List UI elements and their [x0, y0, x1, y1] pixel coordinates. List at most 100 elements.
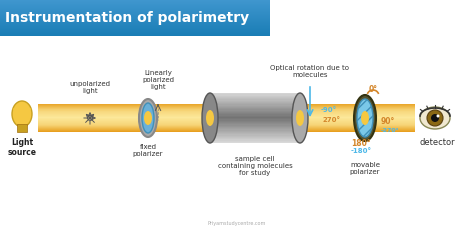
- Text: -180°: -180°: [350, 148, 372, 154]
- Bar: [210, 139, 300, 140]
- Bar: [38, 108, 415, 109]
- Bar: [0, 9, 270, 10]
- Bar: [38, 104, 415, 105]
- Text: 270°: 270°: [323, 117, 341, 123]
- Bar: [0, 2, 270, 3]
- Text: movable
polarizer: movable polarizer: [350, 162, 380, 175]
- Bar: [0, 6, 270, 7]
- Bar: [0, 18, 270, 19]
- Text: detector: detector: [419, 138, 455, 147]
- Bar: [210, 112, 300, 113]
- Bar: [210, 126, 300, 127]
- Bar: [0, 19, 270, 20]
- Ellipse shape: [357, 99, 373, 137]
- Bar: [210, 129, 300, 131]
- Bar: [38, 107, 415, 108]
- Bar: [38, 129, 415, 130]
- Bar: [0, 21, 270, 22]
- Ellipse shape: [202, 93, 218, 143]
- Text: Optical rotation due to
molecules: Optical rotation due to molecules: [271, 65, 349, 78]
- Bar: [38, 119, 415, 120]
- Text: 0°: 0°: [369, 85, 378, 94]
- Bar: [0, 29, 270, 30]
- Bar: [0, 5, 270, 6]
- Bar: [0, 3, 270, 4]
- Text: 180°: 180°: [351, 139, 371, 148]
- Bar: [210, 124, 300, 126]
- Bar: [210, 110, 300, 112]
- Bar: [38, 113, 415, 114]
- Ellipse shape: [206, 110, 214, 126]
- Bar: [210, 128, 300, 129]
- Bar: [38, 106, 415, 107]
- Bar: [38, 115, 415, 116]
- Text: Linearly
polarized
light: Linearly polarized light: [142, 70, 174, 90]
- Bar: [210, 102, 300, 103]
- Text: Instrumentation of polarimetry: Instrumentation of polarimetry: [5, 11, 249, 25]
- Bar: [0, 0, 270, 1]
- Bar: [210, 94, 300, 96]
- Bar: [210, 93, 300, 94]
- Bar: [210, 104, 300, 105]
- Text: Light
source: Light source: [8, 138, 36, 157]
- Bar: [210, 123, 300, 124]
- Bar: [38, 118, 415, 119]
- Bar: [210, 108, 300, 109]
- Bar: [38, 109, 415, 110]
- Bar: [210, 109, 300, 110]
- Bar: [38, 116, 415, 117]
- Bar: [0, 33, 270, 34]
- Ellipse shape: [354, 95, 376, 141]
- Text: -90°: -90°: [321, 107, 337, 113]
- Text: -270°: -270°: [381, 127, 400, 132]
- Bar: [0, 35, 270, 36]
- Bar: [0, 24, 270, 25]
- Bar: [38, 127, 415, 128]
- Bar: [0, 15, 270, 16]
- Bar: [38, 111, 415, 112]
- Bar: [210, 140, 300, 142]
- Bar: [17, 124, 27, 132]
- Bar: [0, 34, 270, 35]
- Bar: [38, 121, 415, 122]
- Text: 90°: 90°: [381, 118, 395, 126]
- Bar: [210, 137, 300, 138]
- Bar: [0, 31, 270, 32]
- Bar: [0, 10, 270, 11]
- Bar: [210, 142, 300, 143]
- Bar: [38, 112, 415, 113]
- Bar: [0, 32, 270, 33]
- Bar: [0, 26, 270, 27]
- Ellipse shape: [431, 114, 439, 122]
- Bar: [38, 131, 415, 132]
- Bar: [210, 101, 300, 102]
- Ellipse shape: [296, 110, 304, 126]
- Ellipse shape: [12, 101, 32, 127]
- Bar: [210, 113, 300, 114]
- Bar: [210, 103, 300, 104]
- Text: Priyamstudycentre.com: Priyamstudycentre.com: [208, 222, 266, 227]
- Bar: [0, 16, 270, 17]
- Bar: [0, 4, 270, 5]
- Bar: [38, 130, 415, 131]
- Bar: [210, 122, 300, 123]
- Bar: [0, 11, 270, 12]
- Bar: [0, 17, 270, 18]
- Bar: [38, 105, 415, 106]
- Ellipse shape: [361, 111, 369, 125]
- Bar: [0, 30, 270, 31]
- Bar: [38, 125, 415, 126]
- Bar: [210, 131, 300, 132]
- Bar: [210, 97, 300, 98]
- Bar: [210, 114, 300, 115]
- Bar: [38, 128, 415, 129]
- Bar: [38, 123, 415, 124]
- Bar: [210, 127, 300, 128]
- Ellipse shape: [437, 114, 439, 118]
- Bar: [210, 115, 300, 117]
- Bar: [0, 7, 270, 8]
- Bar: [210, 96, 300, 97]
- Bar: [210, 118, 300, 119]
- Bar: [0, 8, 270, 9]
- Text: unpolarized
light: unpolarized light: [70, 81, 110, 94]
